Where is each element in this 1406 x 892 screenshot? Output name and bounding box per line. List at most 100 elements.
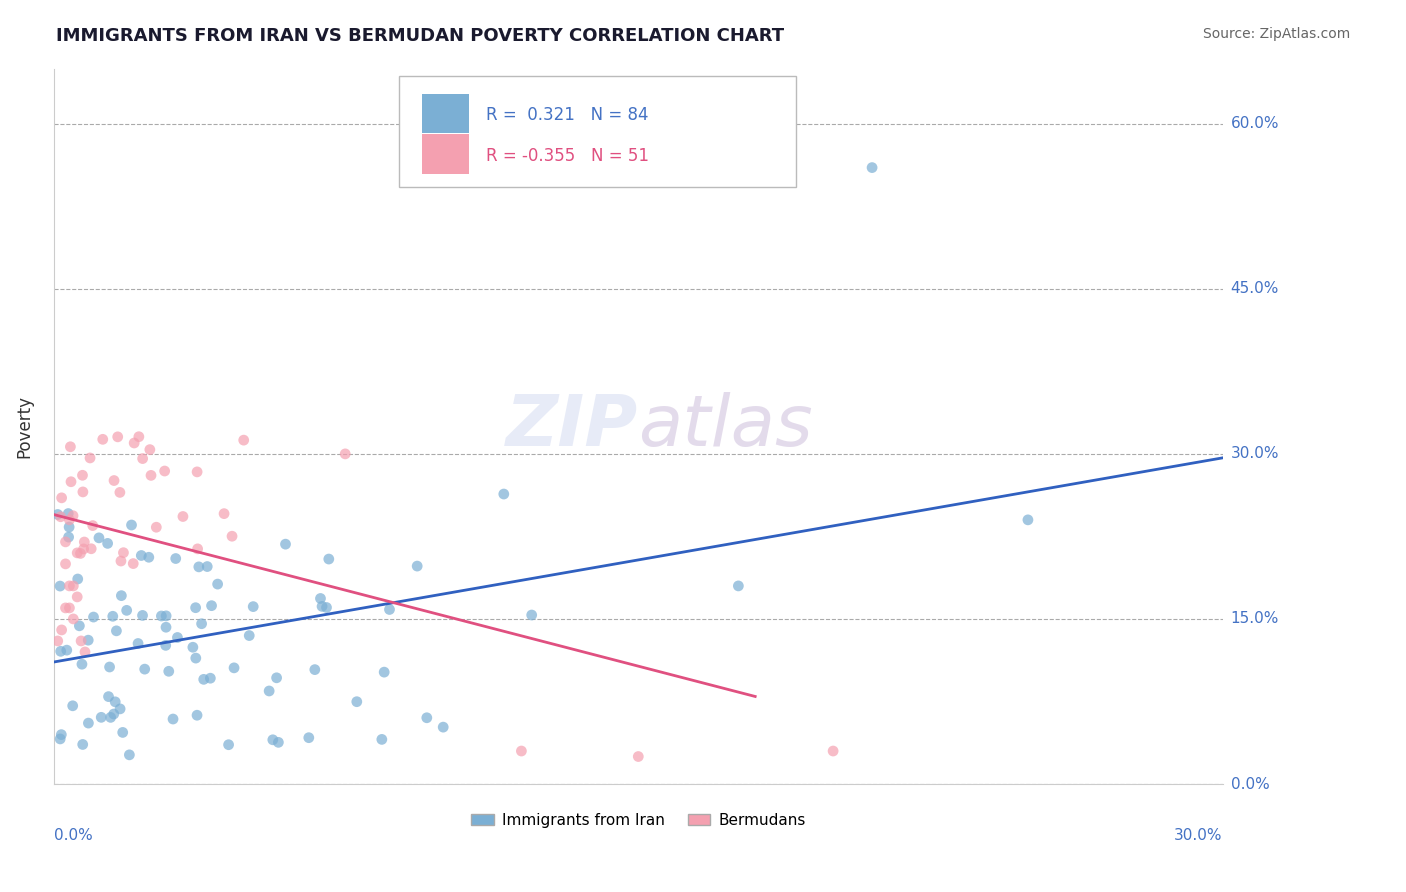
Point <box>105 624 128 638</box>
Point <box>91 433 114 447</box>
Point <box>266 671 288 685</box>
Point <box>627 749 650 764</box>
Point <box>58 601 80 615</box>
Point <box>311 599 333 614</box>
Point <box>51 728 73 742</box>
Point <box>58 579 80 593</box>
Text: R =  0.321   N = 84: R = 0.321 N = 84 <box>486 106 648 124</box>
Point <box>187 560 209 574</box>
Point <box>155 620 177 634</box>
Point <box>62 508 84 523</box>
Point <box>371 732 394 747</box>
Point <box>162 712 184 726</box>
Text: 60.0%: 60.0% <box>1230 116 1279 131</box>
Point <box>232 433 254 447</box>
Point <box>257 684 280 698</box>
Point <box>58 520 80 534</box>
FancyBboxPatch shape <box>399 76 796 186</box>
Point <box>127 636 149 650</box>
Point <box>184 600 207 615</box>
Text: 45.0%: 45.0% <box>1230 281 1279 296</box>
Point <box>315 600 337 615</box>
Point <box>153 464 176 478</box>
Point <box>131 549 153 563</box>
Text: 30.0%: 30.0% <box>1174 828 1223 843</box>
Point <box>184 651 207 665</box>
Point <box>112 546 135 560</box>
Point <box>492 487 515 501</box>
Point <box>378 602 401 616</box>
Point <box>77 633 100 648</box>
Point <box>150 609 173 624</box>
Point <box>73 535 96 549</box>
Point <box>406 559 429 574</box>
Point <box>207 577 229 591</box>
Point <box>181 640 204 655</box>
Point <box>823 744 845 758</box>
Point <box>432 720 454 734</box>
Point <box>108 485 131 500</box>
Point <box>134 662 156 676</box>
Point <box>309 591 332 606</box>
Legend: Immigrants from Iran, Bermudans: Immigrants from Iran, Bermudans <box>465 806 811 834</box>
Point <box>242 599 264 614</box>
Point <box>46 634 69 648</box>
FancyBboxPatch shape <box>422 94 468 133</box>
Point <box>58 530 80 544</box>
Point <box>157 665 180 679</box>
Point <box>139 468 162 483</box>
Point <box>108 702 131 716</box>
Point <box>155 639 177 653</box>
Point <box>318 552 340 566</box>
Point <box>131 608 153 623</box>
Point <box>238 629 260 643</box>
Point <box>67 619 90 633</box>
Point <box>274 537 297 551</box>
Text: 15.0%: 15.0% <box>1230 611 1279 626</box>
Text: R = -0.355   N = 51: R = -0.355 N = 51 <box>486 147 650 165</box>
Point <box>70 657 93 672</box>
Point <box>72 484 94 499</box>
Point <box>110 589 132 603</box>
Point <box>55 601 77 615</box>
Point <box>49 644 72 658</box>
Point <box>128 430 150 444</box>
Point <box>115 603 138 617</box>
Text: atlas: atlas <box>638 392 813 461</box>
Point <box>122 436 145 450</box>
Point <box>55 557 77 571</box>
Text: 30.0%: 30.0% <box>1230 446 1279 461</box>
Point <box>860 161 883 175</box>
Point <box>222 661 245 675</box>
Point <box>60 475 83 489</box>
Point <box>51 623 73 637</box>
Point <box>373 665 395 680</box>
Point <box>72 541 94 556</box>
Point <box>77 716 100 731</box>
Point <box>66 546 89 560</box>
Point <box>138 550 160 565</box>
Point <box>104 695 127 709</box>
Point <box>416 711 439 725</box>
Text: 0.0%: 0.0% <box>1230 777 1270 791</box>
Point <box>195 559 218 574</box>
Point <box>62 579 84 593</box>
Point <box>346 695 368 709</box>
Point <box>59 440 82 454</box>
Point <box>727 579 749 593</box>
Point <box>186 708 208 723</box>
Point <box>200 599 222 613</box>
Point <box>118 747 141 762</box>
Point <box>335 447 357 461</box>
Point <box>145 520 167 534</box>
Text: ZIP: ZIP <box>506 392 638 461</box>
Point <box>72 738 94 752</box>
Point <box>98 660 121 674</box>
Point <box>267 735 290 749</box>
Point <box>72 468 94 483</box>
Point <box>186 465 208 479</box>
Point <box>200 671 222 685</box>
Point <box>298 731 321 745</box>
Y-axis label: Poverty: Poverty <box>15 395 32 458</box>
Point <box>520 607 543 622</box>
